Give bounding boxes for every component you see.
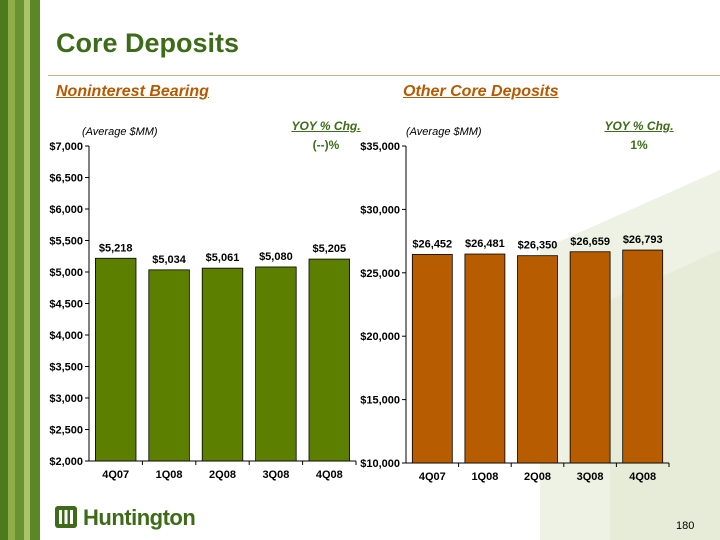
left-chart-y-tick-label: $7,000 xyxy=(49,141,83,153)
left-chart-y-tick-label: $6,500 xyxy=(49,173,83,185)
left-chart-category-label: 3Q08 xyxy=(262,469,289,481)
left-chart-bar xyxy=(255,266,297,462)
left-chart-y-tick-label: $2,000 xyxy=(49,456,83,468)
left-chart-data-label: $5,205 xyxy=(312,243,346,255)
decorative-side-stripes xyxy=(0,0,40,540)
left-chart-bar xyxy=(201,267,244,462)
right-chart-category-label: 4Q08 xyxy=(629,471,656,483)
left-chart-y-tick-label: $3,000 xyxy=(49,393,83,405)
title-divider xyxy=(48,75,720,76)
right-chart-bar xyxy=(464,253,506,464)
left-yoy-label: YOY % Chg. xyxy=(291,119,361,133)
right-chart-y-tick-label: $35,000 xyxy=(360,141,400,153)
left-yoy-value: (--)% xyxy=(312,138,340,152)
right-chart-category-label: 3Q08 xyxy=(577,471,604,483)
page-number: 180 xyxy=(676,520,695,532)
left-chart-y-tick-label: $4,000 xyxy=(49,330,83,342)
right-chart-category-label: 2Q08 xyxy=(524,471,551,483)
left-chart-data-label: $5,034 xyxy=(152,254,187,266)
right-chart-y-tick-label: $15,000 xyxy=(360,395,400,407)
right-chart-y-tick-label: $25,000 xyxy=(360,268,400,280)
right-chart-data-label: $26,452 xyxy=(412,238,452,250)
right-chart-category-label: 4Q07 xyxy=(419,471,446,483)
left-chart-data-label: $5,061 xyxy=(206,252,240,264)
left-chart-data-label: $5,080 xyxy=(259,251,293,263)
right-section-heading: Other Core Deposits xyxy=(403,83,559,100)
right-chart-bar xyxy=(569,251,611,464)
right-chart-data-label: $26,659 xyxy=(570,236,610,248)
right-chart-bar xyxy=(622,249,664,464)
left-chart-category-label: 1Q08 xyxy=(156,469,183,481)
left-chart-y-tick-label: $5,500 xyxy=(49,236,83,248)
left-chart-category-label: 2Q08 xyxy=(209,469,236,481)
left-chart-bar xyxy=(148,269,190,462)
left-chart-y-tick-label: $5,000 xyxy=(49,267,83,279)
left-chart-category-label: 4Q07 xyxy=(102,469,129,481)
right-chart-subtitle: (Average $MM) xyxy=(406,126,482,138)
left-chart-y-tick-label: $6,000 xyxy=(49,204,83,216)
left-chart-y-tick-label: $3,500 xyxy=(49,362,83,374)
right-chart-data-label: $26,481 xyxy=(465,238,505,250)
left-chart-data-label: $5,218 xyxy=(99,242,133,254)
huntington-logo-icon xyxy=(55,506,77,528)
right-chart-data-label: $26,793 xyxy=(623,234,663,246)
page-title: Core Deposits xyxy=(56,28,240,58)
left-chart-category-label: 4Q08 xyxy=(316,469,343,481)
right-chart-bar xyxy=(411,253,453,464)
right-chart-y-tick-label: $20,000 xyxy=(360,331,400,343)
left-chart-y-tick-label: $2,500 xyxy=(49,425,83,437)
right-chart-y-tick-label: $10,000 xyxy=(360,458,400,470)
left-chart-bar xyxy=(308,258,350,462)
right-chart-data-label: $26,350 xyxy=(518,240,558,252)
right-chart-y-tick-label: $30,000 xyxy=(360,204,400,216)
right-chart-bar xyxy=(517,255,558,464)
right-yoy-label: YOY % Chg. xyxy=(604,119,674,133)
right-chart-category-label: 1Q08 xyxy=(471,471,498,483)
logo-text: Huntington xyxy=(83,505,196,530)
right-yoy-value: 1% xyxy=(630,138,648,152)
left-chart-bar xyxy=(95,257,137,462)
left-chart-subtitle: (Average $MM) xyxy=(82,126,158,138)
left-section-heading: Noninterest Bearing xyxy=(56,83,209,100)
left-chart-y-tick-label: $4,500 xyxy=(49,299,83,311)
huntington-logo: Huntington xyxy=(55,505,196,531)
